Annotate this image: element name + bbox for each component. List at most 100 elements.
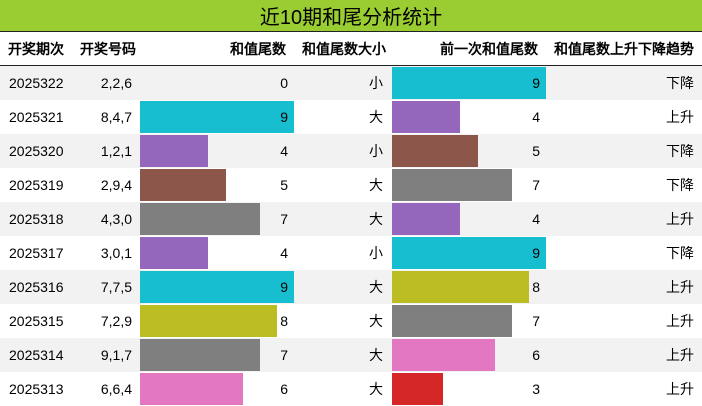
trend-cell: 上升 xyxy=(546,338,702,372)
prev-tail-cell: 3 xyxy=(392,372,546,406)
sum-tail-cell: 6 xyxy=(140,372,294,406)
value-bar xyxy=(392,169,512,201)
value-bar xyxy=(392,67,546,99)
size-cell: 大 xyxy=(294,168,392,202)
value-label: 7 xyxy=(532,177,540,193)
numbers-cell: 4,3,0 xyxy=(72,202,140,236)
sum-tail-cell: 7 xyxy=(140,338,294,372)
table-row: 2025314 9,1,7 7 大 6 上升 xyxy=(0,338,702,372)
value-label: 9 xyxy=(280,279,288,295)
value-bar xyxy=(392,305,512,337)
header-sum-tail: 和值尾数 xyxy=(140,32,294,66)
size-cell: 大 xyxy=(294,372,392,406)
table-body: 2025322 2,2,6 0 小 9 下降 2025321 8,4,7 9 大 4 上升 202532… xyxy=(0,65,702,406)
value-label: 9 xyxy=(532,245,540,261)
prev-tail-cell: 9 xyxy=(392,65,546,100)
size-cell: 大 xyxy=(294,338,392,372)
header-prev-tail: 前一次和值尾数 xyxy=(392,32,546,66)
stats-table: 开奖期次 开奖号码 和值尾数 和值尾数大小 前一次和值尾数 和值尾数上升下降趋势… xyxy=(0,32,702,406)
value-label: 5 xyxy=(280,177,288,193)
numbers-cell: 2,9,4 xyxy=(72,168,140,202)
table-row: 2025318 4,3,0 7 大 4 上升 xyxy=(0,202,702,236)
period-cell: 2025320 xyxy=(0,134,72,168)
value-bar xyxy=(140,237,209,269)
prev-tail-cell: 4 xyxy=(392,202,546,236)
value-label: 4 xyxy=(532,109,540,125)
prev-tail-cell: 8 xyxy=(392,270,546,304)
trend-cell: 上升 xyxy=(546,100,702,134)
period-cell: 2025317 xyxy=(0,236,72,270)
prev-tail-cell: 7 xyxy=(392,304,546,338)
sum-tail-cell: 5 xyxy=(140,168,294,202)
value-bar xyxy=(392,271,529,303)
size-cell: 小 xyxy=(294,236,392,270)
value-label: 6 xyxy=(280,381,288,397)
header-size: 和值尾数大小 xyxy=(294,32,392,66)
value-bar xyxy=(392,101,461,133)
numbers-cell: 7,7,5 xyxy=(72,270,140,304)
period-cell: 2025316 xyxy=(0,270,72,304)
value-label: 6 xyxy=(532,347,540,363)
numbers-cell: 2,2,6 xyxy=(72,65,140,100)
value-label: 7 xyxy=(280,347,288,363)
sum-tail-cell: 4 xyxy=(140,236,294,270)
prev-tail-cell: 5 xyxy=(392,134,546,168)
trend-cell: 上升 xyxy=(546,372,702,406)
numbers-cell: 3,0,1 xyxy=(72,236,140,270)
value-label: 8 xyxy=(280,313,288,329)
table-row: 2025322 2,2,6 0 小 9 下降 xyxy=(0,65,702,100)
period-cell: 2025313 xyxy=(0,372,72,406)
sum-tail-cell: 8 xyxy=(140,304,294,338)
sum-tail-cell: 9 xyxy=(140,270,294,304)
period-cell: 2025318 xyxy=(0,202,72,236)
value-bar xyxy=(392,373,444,405)
value-label: 4 xyxy=(280,143,288,159)
value-label: 9 xyxy=(532,75,540,91)
numbers-cell: 1,2,1 xyxy=(72,134,140,168)
period-cell: 2025322 xyxy=(0,65,72,100)
value-bar xyxy=(392,203,461,235)
size-cell: 大 xyxy=(294,202,392,236)
size-cell: 小 xyxy=(294,65,392,100)
value-bar xyxy=(140,169,226,201)
value-bar xyxy=(140,101,294,133)
sum-tail-cell: 9 xyxy=(140,100,294,134)
sum-tail-cell: 7 xyxy=(140,202,294,236)
size-cell: 大 xyxy=(294,304,392,338)
period-cell: 2025315 xyxy=(0,304,72,338)
table-row: 2025319 2,9,4 5 大 7 下降 xyxy=(0,168,702,202)
header-trend: 和值尾数上升下降趋势 xyxy=(546,32,702,66)
value-label: 0 xyxy=(280,75,288,91)
value-label: 7 xyxy=(532,313,540,329)
value-bar xyxy=(140,203,260,235)
value-label: 5 xyxy=(532,143,540,159)
trend-cell: 下降 xyxy=(546,134,702,168)
value-label: 8 xyxy=(532,279,540,295)
value-bar xyxy=(140,339,260,371)
period-cell: 2025314 xyxy=(0,338,72,372)
numbers-cell: 8,4,7 xyxy=(72,100,140,134)
prev-tail-cell: 4 xyxy=(392,100,546,134)
numbers-cell: 7,2,9 xyxy=(72,304,140,338)
table-row: 2025317 3,0,1 4 小 9 下降 xyxy=(0,236,702,270)
table-row: 2025313 6,6,4 6 大 3 上升 xyxy=(0,372,702,406)
table-header-row: 开奖期次 开奖号码 和值尾数 和值尾数大小 前一次和值尾数 和值尾数上升下降趋势 xyxy=(0,32,702,66)
prev-tail-cell: 6 xyxy=(392,338,546,372)
table-row: 2025320 1,2,1 4 小 5 下降 xyxy=(0,134,702,168)
value-label: 3 xyxy=(532,381,540,397)
size-cell: 大 xyxy=(294,100,392,134)
sum-tail-cell: 4 xyxy=(140,134,294,168)
page-title: 近10期和尾分析统计 xyxy=(0,0,702,32)
trend-cell: 下降 xyxy=(546,236,702,270)
value-bar xyxy=(392,339,495,371)
table-row: 2025316 7,7,5 9 大 8 上升 xyxy=(0,270,702,304)
size-cell: 大 xyxy=(294,270,392,304)
value-bar xyxy=(140,135,209,167)
sum-tail-cell: 0 xyxy=(140,65,294,100)
prev-tail-cell: 9 xyxy=(392,236,546,270)
value-label: 4 xyxy=(532,211,540,227)
period-cell: 2025319 xyxy=(0,168,72,202)
trend-cell: 上升 xyxy=(546,202,702,236)
trend-cell: 下降 xyxy=(546,65,702,100)
